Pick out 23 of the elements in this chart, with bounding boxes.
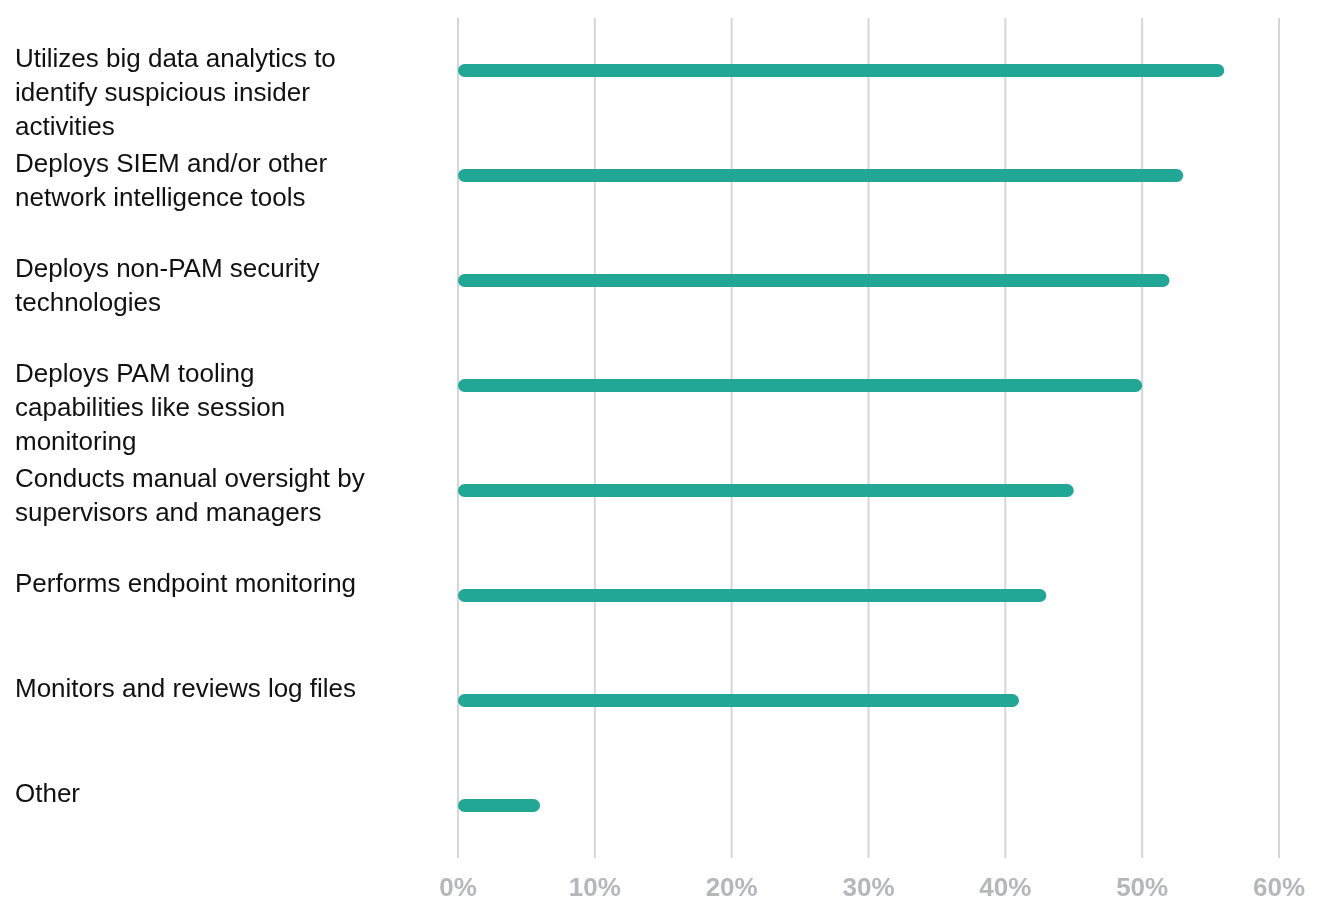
bar [458,274,1170,287]
y-tick-label: Performs endpoint monitoring [15,568,357,599]
y-tick-label: Deploys PAM tooling capabilities like session monitoring [15,358,286,457]
bar [458,169,1184,182]
x-tick-label: 0% [439,872,477,903]
bar [458,484,1074,497]
y-tick-label: Monitors and reviews log files [15,673,357,704]
bar [458,589,1047,602]
x-tick-label: 20% [705,872,758,903]
bar [458,694,1020,707]
x-tick-label: 30% [842,872,895,903]
y-tick-label: Other [15,778,81,809]
bar [458,799,541,812]
x-tick-label: 40% [979,872,1032,903]
x-tick-label: 50% [1116,872,1169,903]
bar [458,379,1143,392]
x-tick-label: 60% [1252,872,1306,903]
y-tick-label: Conducts manual oversight by supervisors and managers [15,463,365,528]
bar [458,64,1225,77]
y-tick-label: Deploys non-PAM security technologies [15,253,320,318]
x-tick-label: 10% [568,872,621,903]
y-tick-label: Deploys SIEM and/or other network intelligence tools [15,148,328,213]
y-tick-label: Utilizes big data analytics to identify suspicious insider activities [15,43,336,142]
